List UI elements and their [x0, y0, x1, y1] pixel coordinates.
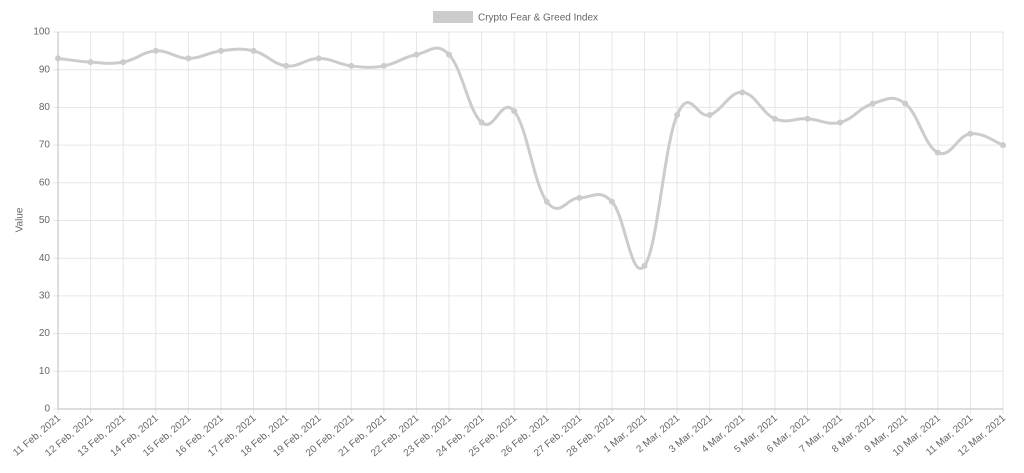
data-point: [283, 62, 290, 69]
data-point: [1000, 142, 1006, 149]
y-tick-label: 100: [33, 27, 50, 38]
data-point: [804, 115, 811, 122]
data-point: [413, 51, 420, 58]
data-point: [120, 59, 127, 66]
data-point: [706, 111, 713, 118]
y-tick-label: 0: [44, 404, 50, 415]
data-point: [902, 100, 909, 107]
y-tick-label: 40: [39, 253, 51, 264]
data-point: [837, 119, 844, 126]
y-tick-label: 80: [39, 102, 51, 113]
data-point: [934, 149, 941, 156]
y-tick-label: 70: [39, 140, 51, 151]
data-point: [152, 47, 159, 54]
data-point: [771, 115, 778, 122]
data-point: [511, 108, 518, 115]
data-point: [674, 111, 681, 118]
data-point: [478, 119, 485, 126]
data-point: [250, 47, 257, 54]
y-tick-label: 30: [39, 291, 51, 302]
y-tick-label: 20: [39, 328, 51, 339]
data-point: [348, 62, 355, 69]
data-point: [185, 55, 192, 62]
data-point: [576, 194, 583, 201]
y-axis-label: Value: [15, 207, 26, 232]
data-point: [967, 130, 974, 137]
data-line: [57, 46, 1004, 270]
data-point: [641, 262, 648, 269]
data-point: [869, 100, 876, 107]
y-tick-label: 90: [39, 64, 51, 75]
data-point: [217, 47, 224, 54]
data-point: [55, 55, 61, 62]
data-point: [87, 59, 94, 66]
legend-swatch: [433, 11, 473, 23]
y-tick-label: 60: [39, 177, 51, 188]
data-point: [608, 198, 615, 205]
y-tick-label: 50: [39, 215, 51, 226]
data-point: [380, 62, 387, 69]
data-point: [739, 89, 746, 96]
y-tick-label: 10: [39, 366, 51, 377]
legend-label: Crypto Fear & Greed Index: [478, 13, 598, 24]
data-point: [315, 55, 322, 62]
data-point: [543, 198, 550, 205]
data-point: [446, 51, 453, 58]
